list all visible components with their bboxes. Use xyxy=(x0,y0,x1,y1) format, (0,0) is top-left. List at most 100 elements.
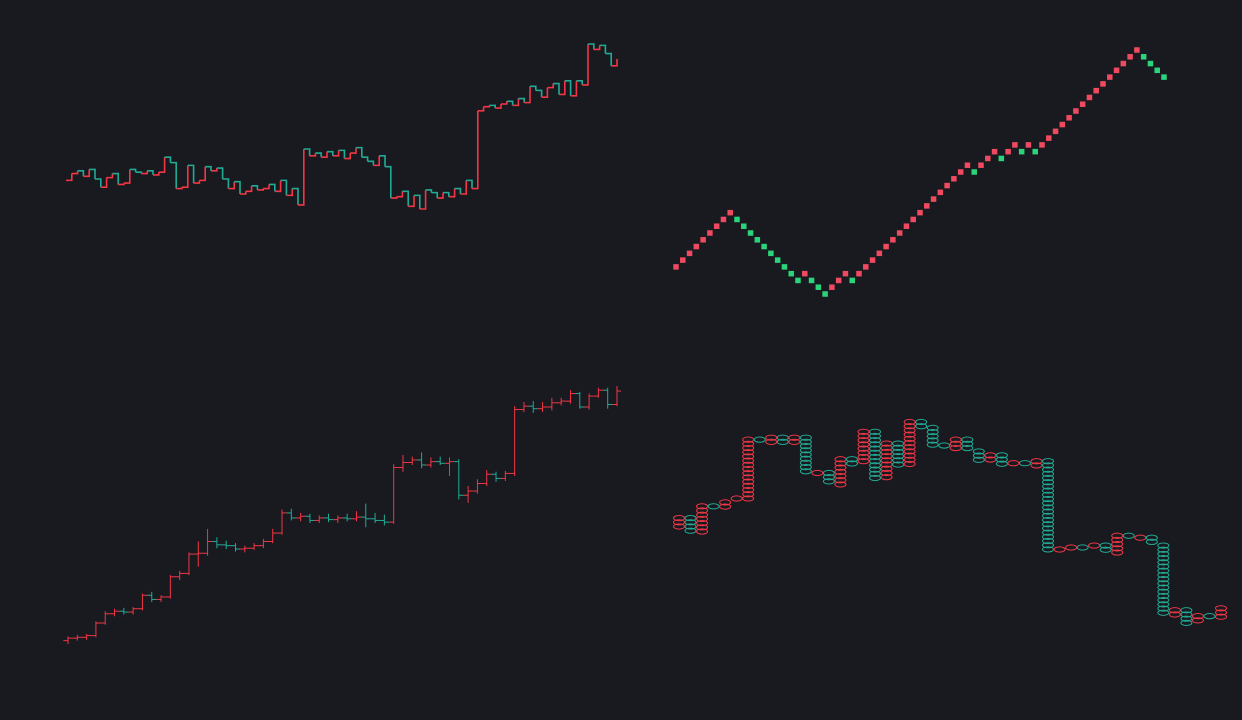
step-segment xyxy=(222,178,230,189)
column-ring xyxy=(1215,605,1227,612)
range-bar xyxy=(175,570,185,581)
range-bar xyxy=(603,387,613,409)
column-ring xyxy=(1076,544,1089,551)
column-ring xyxy=(822,478,835,485)
step-segment xyxy=(234,180,241,194)
column-ring xyxy=(903,452,916,459)
pnf-box xyxy=(930,196,937,202)
pnf-box xyxy=(808,277,815,284)
column-ring xyxy=(742,474,755,481)
column-ring xyxy=(765,434,778,441)
column-ring xyxy=(742,465,755,473)
column-ring xyxy=(1180,615,1193,622)
step-segment xyxy=(396,191,404,198)
range-bar xyxy=(389,464,399,524)
step-segment xyxy=(303,148,311,156)
step-segment xyxy=(460,180,467,195)
step-segment xyxy=(419,189,427,210)
step-segment xyxy=(385,165,392,199)
pnf-box xyxy=(957,169,964,175)
column-ring xyxy=(1168,611,1181,618)
circle-column xyxy=(673,514,685,530)
circle-column xyxy=(961,436,974,452)
range-bar xyxy=(407,456,417,465)
column-ring xyxy=(719,503,732,510)
step-segment xyxy=(106,173,114,179)
step-segment xyxy=(118,183,125,186)
range-bar xyxy=(323,513,334,523)
point-and-figure-chart-panel xyxy=(621,0,1242,360)
column-ring xyxy=(1191,617,1204,624)
pnf-box xyxy=(1066,115,1072,121)
column-ring xyxy=(869,441,882,448)
column-ring xyxy=(742,461,755,468)
circle-column xyxy=(1018,460,1031,467)
step-segment xyxy=(593,45,601,51)
step-segment xyxy=(443,191,450,197)
column-ring xyxy=(673,514,685,522)
step-segment xyxy=(251,185,259,190)
step-line-chart-panel xyxy=(0,0,621,360)
column-ring xyxy=(949,440,962,447)
column-ring xyxy=(1215,613,1227,620)
step-segment xyxy=(495,104,502,109)
step-segment xyxy=(315,152,322,158)
range-bar xyxy=(500,470,510,481)
pnf-box xyxy=(863,264,869,270)
range-bar xyxy=(100,611,110,625)
pnf-box xyxy=(835,277,842,284)
step-segment xyxy=(541,87,549,98)
column-ring xyxy=(1042,508,1055,515)
step-segment xyxy=(263,184,270,190)
column-ring xyxy=(1111,545,1124,552)
circle-column xyxy=(1180,607,1193,626)
pnf-box xyxy=(774,257,781,263)
column-ring xyxy=(869,453,882,461)
column-ring xyxy=(869,428,882,435)
column-ring xyxy=(845,456,858,463)
column-ring xyxy=(696,524,709,531)
pnf-box xyxy=(1086,94,1093,101)
range-bar xyxy=(286,508,296,521)
column-ring xyxy=(834,460,847,467)
column-ring xyxy=(742,449,755,456)
pnf-box xyxy=(924,203,930,209)
column-ring xyxy=(1042,516,1055,524)
column-ring xyxy=(799,455,812,462)
step-segment xyxy=(501,101,508,105)
circle-column xyxy=(1122,532,1135,539)
circle-column xyxy=(776,434,789,445)
range-bar xyxy=(556,397,566,406)
column-ring xyxy=(880,444,893,451)
column-ring xyxy=(880,448,893,456)
column-ring xyxy=(1042,512,1055,519)
step-segment xyxy=(129,168,137,173)
column-ring xyxy=(949,436,962,443)
column-ring xyxy=(903,456,916,463)
column-ring xyxy=(799,434,812,441)
column-ring xyxy=(926,424,939,431)
step-segment xyxy=(361,156,369,162)
column-ring xyxy=(972,456,985,463)
circle-column xyxy=(788,434,801,445)
step-segment xyxy=(158,157,166,173)
column-ring xyxy=(1042,542,1055,549)
column-ring xyxy=(869,432,882,440)
range-bar xyxy=(277,509,287,535)
circle-column xyxy=(1157,542,1170,616)
column-ring xyxy=(1030,462,1043,469)
step-segment xyxy=(367,160,375,166)
column-ring xyxy=(834,464,847,471)
pnf-box xyxy=(713,223,720,229)
column-ring xyxy=(857,449,870,456)
circle-column xyxy=(765,434,778,445)
column-ring xyxy=(915,418,928,426)
circle-column xyxy=(1099,542,1112,553)
column-ring xyxy=(799,459,812,466)
step-segment xyxy=(77,170,85,177)
step-segment xyxy=(414,194,421,209)
column-ring xyxy=(1157,567,1170,574)
step-segment xyxy=(553,82,560,95)
column-ring xyxy=(742,457,755,464)
range-bar xyxy=(361,503,371,528)
